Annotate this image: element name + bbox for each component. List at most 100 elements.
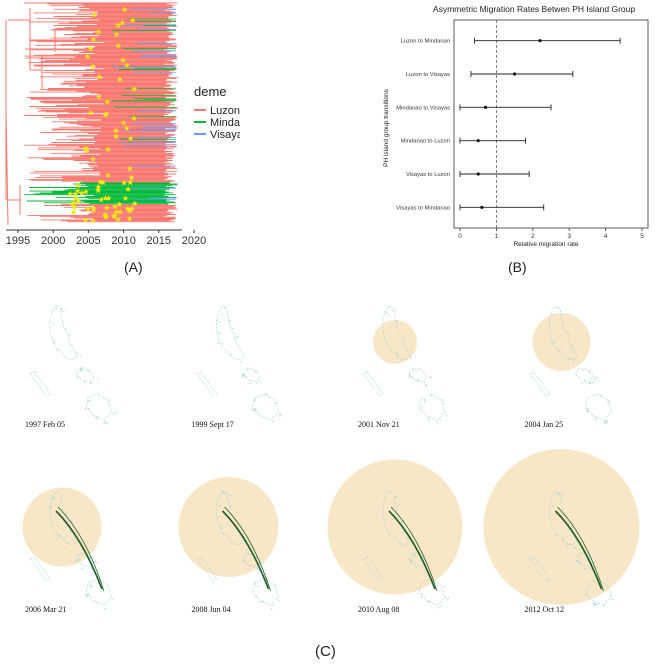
map-dot — [576, 561, 579, 563]
map-dot — [89, 382, 92, 385]
tree-marker — [120, 57, 127, 63]
map-frame: 1997 Feb 05 — [25, 305, 117, 429]
map-dot — [254, 408, 257, 410]
island-outline — [382, 490, 412, 546]
map-dot — [594, 378, 597, 381]
map-dot — [415, 567, 417, 569]
tree-marker — [72, 190, 79, 197]
map-dot — [427, 600, 429, 602]
map-dot — [217, 515, 219, 518]
map-dot — [427, 418, 429, 420]
map-dot — [278, 413, 280, 416]
tree-marker — [102, 111, 109, 118]
map-dot — [551, 313, 553, 315]
map-dot — [256, 382, 258, 385]
tree-marker — [116, 76, 123, 83]
map-dot — [221, 313, 223, 316]
island-outline — [216, 305, 246, 361]
x-tick-label: 5 — [640, 233, 644, 240]
map-dot — [88, 407, 90, 410]
tree-marker — [103, 204, 110, 211]
tree-marker — [131, 85, 138, 92]
frame-date: 1997 Feb 05 — [25, 420, 65, 429]
map-dot — [413, 369, 415, 371]
map-dot — [403, 519, 406, 522]
row-label: Visayas to Mindanao — [396, 205, 450, 211]
plot-frame — [453, 19, 649, 229]
map-dot — [254, 583, 257, 585]
map-dot — [562, 495, 564, 497]
map-dot — [97, 377, 99, 380]
map-dot — [424, 400, 426, 403]
map-dot — [78, 376, 80, 378]
tree-marker — [67, 190, 74, 197]
tree-marker — [113, 208, 120, 215]
map-dot — [409, 375, 412, 377]
transmission-path — [557, 506, 604, 592]
y-axis-title: PH island group transitions — [383, 88, 390, 166]
map-dot — [242, 375, 244, 378]
legend-title: deme — [194, 84, 227, 99]
map-dot — [247, 552, 249, 555]
island-outline — [549, 305, 579, 361]
map-dot — [587, 411, 589, 413]
x-tick-label: 2 — [531, 233, 535, 240]
island-outline — [408, 552, 428, 568]
island-outline — [75, 552, 95, 568]
map-dot — [261, 563, 263, 565]
map-dot — [594, 560, 596, 563]
map-dot — [557, 492, 559, 494]
map-dot — [596, 604, 599, 606]
map-dot — [89, 381, 92, 383]
map-dot — [53, 497, 56, 499]
map-dot — [91, 585, 93, 587]
map-dot — [64, 328, 67, 330]
map-dot — [439, 419, 441, 421]
island-outline — [418, 578, 446, 606]
estimate-rows: Luzon to Mindanao Luzon to Visayas Mindana… — [396, 37, 621, 211]
island-outline — [585, 393, 612, 421]
map-frame: 2001 Nov 21 — [358, 305, 448, 429]
map-dot — [387, 314, 390, 317]
map-dot — [408, 377, 411, 379]
map-dot — [64, 536, 67, 538]
map-dot — [81, 367, 83, 369]
tree-tick-label: 2020 — [182, 235, 206, 247]
map-dot — [255, 596, 258, 598]
map-dot — [411, 559, 414, 561]
map-dot — [257, 585, 260, 588]
island-outline — [408, 367, 428, 383]
map-dot — [279, 413, 282, 415]
map-dot — [413, 554, 415, 557]
tree-marker — [69, 200, 76, 207]
island-outline — [574, 552, 595, 568]
map-dot — [556, 307, 558, 309]
tree-marker — [115, 22, 122, 28]
map-dot — [55, 308, 58, 310]
spread-circle — [373, 320, 417, 364]
tree-marker — [90, 206, 97, 213]
map-dot — [104, 607, 106, 610]
frame-date: 2012 Oct 12 — [525, 605, 565, 614]
map-dot — [571, 344, 574, 346]
map-dot — [85, 408, 87, 410]
tree-marker — [74, 182, 81, 189]
island-outline — [85, 393, 113, 421]
map-dot — [557, 493, 559, 496]
map-dot — [244, 558, 247, 561]
tree-tick-label: 2015 — [147, 235, 171, 247]
map-dot — [53, 342, 56, 344]
map-dot — [256, 370, 258, 373]
tree-legend: deme Luzon Mindanao Visayas — [194, 84, 240, 141]
map-dot — [58, 536, 60, 538]
tree-marker — [127, 135, 134, 142]
map-dot — [108, 399, 111, 401]
frame-date: 2008 Jun 04 — [192, 605, 231, 614]
map-dot — [229, 353, 232, 356]
map-dot — [104, 421, 106, 423]
map-dot — [578, 560, 580, 563]
map-dot — [558, 349, 561, 352]
tree-marker — [87, 109, 94, 116]
panel-b-label: (B) — [508, 259, 527, 275]
map-frame: 2012 Oct 12 — [483, 449, 640, 614]
